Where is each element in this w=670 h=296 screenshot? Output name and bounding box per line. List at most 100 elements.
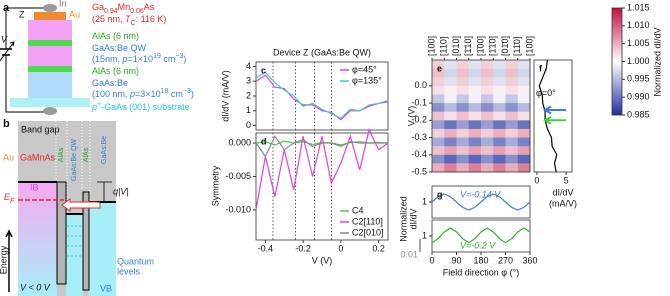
heatmap-cell xyxy=(517,94,531,104)
heatmap-cell xyxy=(456,163,470,173)
region-label: GaAs:Be QW xyxy=(71,139,78,181)
y-tick-label: -0.5 xyxy=(411,166,427,176)
y-tick-label: 3 xyxy=(246,76,251,86)
heatmap-cell xyxy=(456,103,470,113)
heatmap-cell xyxy=(456,128,470,138)
source-arrow xyxy=(0,41,15,62)
heatmap-cell xyxy=(481,68,494,78)
condition-label: V < 0 V xyxy=(20,282,51,292)
x-tick-label: 270 xyxy=(498,255,513,265)
layer-text: Ga0.94Mn0.06As xyxy=(92,2,155,15)
line-series xyxy=(255,127,389,211)
x-tick-label: [01̄0] xyxy=(500,36,510,56)
bias-bracket xyxy=(97,181,112,203)
heatmap-cell xyxy=(456,137,470,147)
line-series xyxy=(255,135,388,158)
layer-text: AlAs (6 nm) xyxy=(92,31,139,41)
heatmap-cell xyxy=(432,146,445,156)
heatmap-cell xyxy=(505,154,519,164)
heatmap-cell xyxy=(468,154,482,164)
panel-label: e xyxy=(437,63,442,73)
legend-label: φ=135° xyxy=(352,75,382,85)
fermi-label: EF xyxy=(4,192,15,205)
heatmap-cell xyxy=(493,103,506,113)
heatmap-cell xyxy=(493,94,506,104)
line-series xyxy=(431,193,531,211)
barrier xyxy=(56,181,67,285)
x-tick-label: 0 xyxy=(534,175,539,185)
y-tick-label: 1 xyxy=(422,196,427,206)
x-tick-label: 0 xyxy=(338,243,343,253)
energy-label: Energy xyxy=(0,245,8,274)
heatmap-cell xyxy=(481,146,494,156)
heatmap-cell xyxy=(517,163,531,173)
substrate-layer xyxy=(10,98,90,107)
heatmap-cell xyxy=(493,146,506,156)
heatmap-cell xyxy=(468,120,482,130)
panel-label: g xyxy=(437,189,443,199)
colorbar xyxy=(612,8,622,115)
y-tick-label: -0.005 xyxy=(225,171,251,181)
x-tick-label: [100] xyxy=(426,36,436,56)
heatmap-cell xyxy=(444,85,457,95)
heatmap-cell xyxy=(517,154,531,164)
x-tick-label: 90 xyxy=(451,255,461,265)
x-tick-label: 360 xyxy=(522,255,537,265)
contact-label: In xyxy=(59,0,67,8)
x-tick-label: [11̄0] xyxy=(512,37,522,56)
quantum-label: Quantum xyxy=(117,256,154,266)
heatmap-cell xyxy=(468,60,482,70)
panel-b: b Band gap Au GaMnAs IB EF AlAs GaAs:Be … xyxy=(0,118,154,296)
heatmap-cell xyxy=(432,103,445,113)
au-label: Au xyxy=(3,152,14,162)
heatmap-cell xyxy=(468,111,482,121)
gaasbe-valence xyxy=(89,202,116,296)
heatmap-cell xyxy=(505,120,519,130)
y-tick-label: 0 xyxy=(246,120,251,130)
bias-label: V xyxy=(1,34,8,44)
heatmap-cell xyxy=(493,128,506,138)
layer-text: GaAs:Be xyxy=(92,78,128,88)
heatmap-cell xyxy=(456,94,470,104)
heatmap-cell xyxy=(517,68,531,78)
legend-label: C2[110] xyxy=(352,216,383,226)
heatmap-cell xyxy=(432,85,445,95)
y-tick-label: 1.005 xyxy=(627,38,650,48)
heatmap-cell xyxy=(493,163,506,173)
y-tick-label: 0.0 xyxy=(414,80,427,90)
heatmap-cell xyxy=(517,120,531,130)
series-label: V=-0.2 V xyxy=(460,240,496,250)
heatmap-cell xyxy=(444,137,457,147)
y-axis-label: Symmetry xyxy=(210,165,220,206)
x-tick-label: [110] xyxy=(439,37,449,56)
heatmap-cell xyxy=(444,103,457,113)
y-tick-label: 1.010 xyxy=(627,20,650,30)
heatmap-cell xyxy=(456,68,470,78)
heatmap-cell xyxy=(517,77,531,87)
legend-label: φ=45° xyxy=(352,64,377,74)
heatmap-cell xyxy=(493,137,506,147)
heatmap-cell xyxy=(505,146,519,156)
heatmap-cell xyxy=(432,128,445,138)
y-axis-label: V (V) xyxy=(406,106,416,127)
y-axis-label: dI/dV xyxy=(408,208,418,229)
heatmap-cell xyxy=(468,137,482,147)
region-boundary xyxy=(55,121,91,212)
x-tick-label: [1̄10] xyxy=(463,36,473,56)
heatmap-cell xyxy=(456,111,470,121)
x-tick-label: 0 xyxy=(429,255,434,265)
y-tick-label: -0.010 xyxy=(225,204,251,214)
scale-bar-label: 0.01 xyxy=(400,249,418,259)
x-tick-label: -0.2 xyxy=(295,243,311,253)
heatmap-cell xyxy=(481,137,494,147)
heatmap-cell xyxy=(432,94,445,104)
y-tick-label: -0.3 xyxy=(411,132,427,142)
layer-text: (25 nm, TC: 116 K) xyxy=(92,14,166,27)
line-series xyxy=(255,71,389,119)
device-label: Z xyxy=(19,9,25,19)
tunnel-arrow xyxy=(61,198,101,212)
heatmap-cell xyxy=(481,77,494,87)
layer-text: (100 nm, p=3×1018 cm−3) xyxy=(92,88,194,99)
x-tick-label: -0.4 xyxy=(258,243,274,253)
